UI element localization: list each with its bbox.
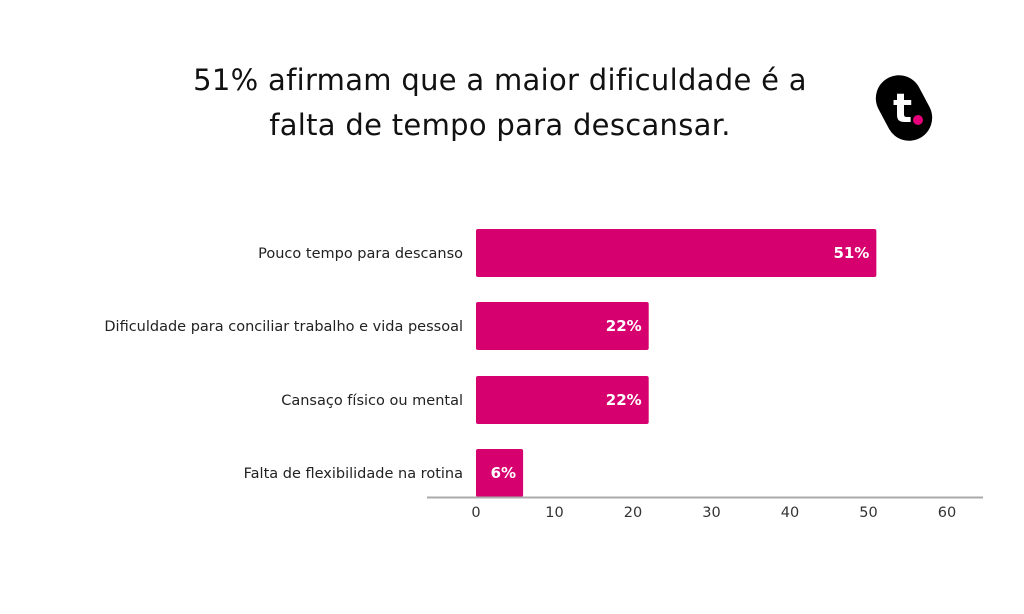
- data-label: 22%: [606, 391, 642, 409]
- x-tick-label: 10: [545, 505, 563, 521]
- data-label: 22%: [606, 317, 642, 335]
- category-label: Cansaço físico ou mental: [281, 393, 463, 409]
- category-label: Dificuldade para conciliar trabalho e vi…: [104, 319, 463, 335]
- svg-text:t: t: [893, 86, 912, 132]
- category-label: Falta de flexibilidade na rotina: [244, 466, 463, 482]
- x-tick-label: 0: [471, 505, 480, 521]
- category-label: Pouco tempo para descanso: [258, 246, 463, 262]
- bar: [476, 302, 649, 350]
- bar: [476, 449, 524, 497]
- x-tick-label: 20: [624, 505, 642, 521]
- title-line-1: 51% afirmam que a maior dificuldade é a: [193, 63, 807, 97]
- x-tick-label: 30: [702, 505, 720, 521]
- chart-title: 51% afirmam que a maior dificuldade é a f…: [100, 58, 900, 148]
- x-tick-label: 50: [859, 505, 877, 521]
- x-tick-label: 40: [781, 505, 799, 521]
- brand-logo-icon: t: [875, 75, 933, 141]
- data-label: 6%: [491, 464, 516, 482]
- data-label: 51%: [833, 244, 869, 262]
- bar: [476, 229, 877, 277]
- bar: [476, 376, 649, 424]
- x-tick-label: 60: [938, 505, 956, 521]
- title-line-2: falta de tempo para descansar.: [269, 108, 731, 142]
